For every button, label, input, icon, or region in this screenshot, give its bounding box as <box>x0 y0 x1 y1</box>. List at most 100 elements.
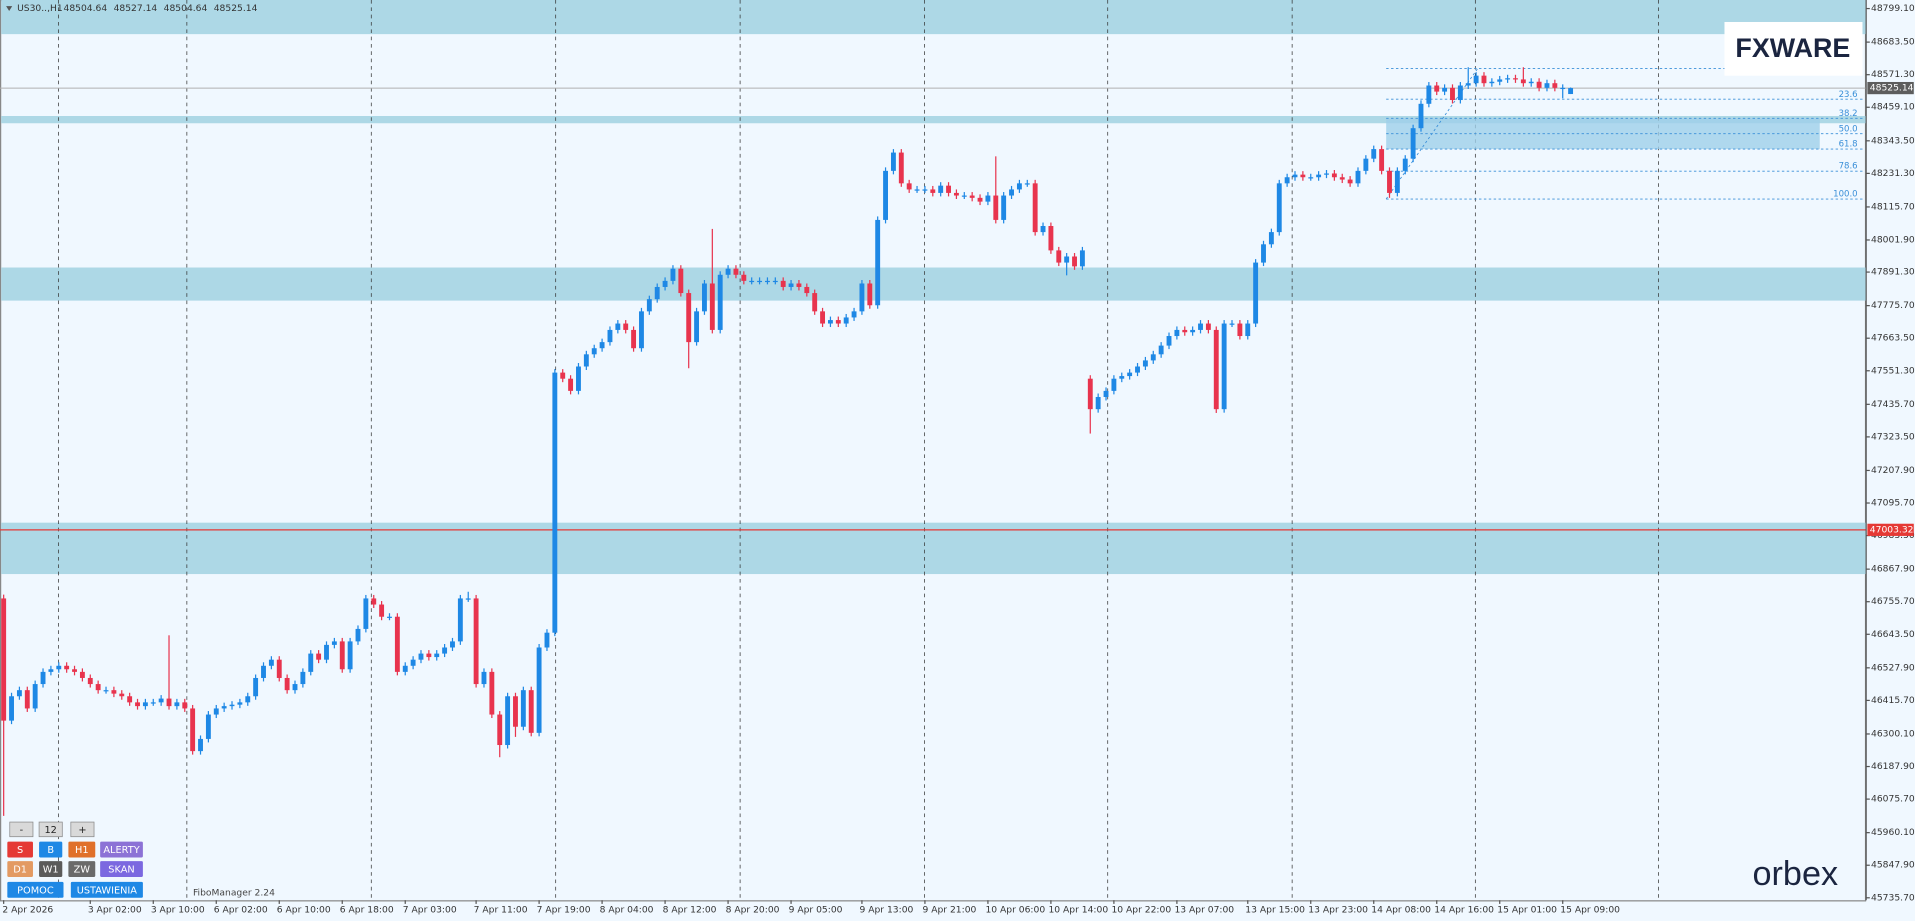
candle-body <box>961 195 967 197</box>
toolbar-label[interactable]: H1 <box>75 845 89 856</box>
toolbar-button[interactable] <box>100 841 143 858</box>
candle-body <box>772 280 778 283</box>
fibo-label: 38.2 <box>1839 109 1858 119</box>
candle-body <box>686 293 692 343</box>
x-tick-label: 6 Apr 18:00 <box>340 905 394 916</box>
y-tick-label: 48799.10 <box>1871 3 1915 14</box>
toolbar-button[interactable] <box>70 881 143 898</box>
menu-arrow[interactable] <box>6 6 13 11</box>
candle-body <box>835 320 841 324</box>
fibo-label: 78.6 <box>1839 162 1858 172</box>
candle-body <box>1237 323 1243 337</box>
candle-body <box>576 366 581 391</box>
candle-body <box>339 641 345 670</box>
candle-body <box>1182 329 1188 333</box>
candle-body <box>221 706 227 709</box>
x-tick-label: 9 Apr 21:00 <box>922 905 976 916</box>
x-tick-label: 13 Apr 07:00 <box>1174 905 1234 916</box>
toolbar-button[interactable] <box>7 861 33 878</box>
toolbar-label[interactable]: ALERTY <box>103 845 139 856</box>
candle-body <box>1489 81 1495 84</box>
zoom-label[interactable]: - <box>20 825 24 836</box>
candle-body <box>450 641 455 648</box>
y-tick-label: 45960.10 <box>1871 827 1915 838</box>
candle-body <box>1095 396 1101 410</box>
candle-body <box>1024 183 1030 185</box>
toolbar-button[interactable] <box>68 861 96 878</box>
candle-body <box>1505 78 1511 80</box>
toolbar-label[interactable]: S <box>17 845 23 856</box>
zoom-label[interactable]: + <box>78 825 86 836</box>
toolbar-label[interactable]: SKAN <box>108 865 134 876</box>
candle-body <box>1331 173 1337 178</box>
fibo-label: 61.8 <box>1839 140 1858 150</box>
x-tick-label: 9 Apr 13:00 <box>859 905 913 916</box>
header-name: US30..,H1 <box>17 3 63 14</box>
candle-body <box>1552 83 1558 88</box>
candle-body <box>198 738 203 752</box>
candle-body <box>410 659 416 666</box>
zoom-button[interactable] <box>9 821 34 838</box>
candle-body <box>1056 250 1062 263</box>
candle-body <box>1001 195 1007 220</box>
y-tick-label: 46755.70 <box>1871 596 1915 607</box>
fibo-label: 50.0 <box>1839 124 1858 134</box>
candle-body <box>1339 177 1345 180</box>
y-tick-label: 46187.90 <box>1871 761 1915 772</box>
toolbar-button[interactable] <box>7 881 64 898</box>
y-tick-label: 46075.70 <box>1871 794 1915 805</box>
toolbar-button[interactable] <box>39 861 63 878</box>
candle-body <box>796 283 802 287</box>
candle-body <box>820 311 826 324</box>
x-tick-label: 8 Apr 12:00 <box>663 905 717 916</box>
toolbar: - 12 + S B H1 ALERTY D1 W1 ZW SKAN POMOC USTAWIENIA <box>7 821 143 898</box>
candle-body <box>591 348 597 355</box>
candle-body <box>520 690 526 727</box>
toolbar-label[interactable]: USTAWIENIA <box>77 885 138 896</box>
candle-body <box>442 647 448 654</box>
candle-body <box>268 659 274 666</box>
candle-body <box>906 183 912 190</box>
x-tick-label: 10 Apr 06:00 <box>985 905 1045 916</box>
candle-body <box>347 641 353 670</box>
candle-body <box>331 641 337 645</box>
zoom-label[interactable]: 12 <box>44 825 56 836</box>
candle-body <box>300 671 306 685</box>
toolbar-label[interactable]: D1 <box>13 865 27 876</box>
toolbar-label[interactable]: B <box>47 845 54 856</box>
candle-body <box>284 677 290 691</box>
candle-body <box>544 632 550 648</box>
toolbar-label[interactable]: ZW <box>74 865 91 876</box>
candle-body <box>1111 378 1117 391</box>
candle-body <box>72 669 77 672</box>
x-tick-label: 7 Apr 11:00 <box>474 905 528 916</box>
toolbar-button[interactable] <box>7 841 33 858</box>
candle-body <box>827 320 833 324</box>
candle-body <box>473 598 479 685</box>
y-tick-label: 45735.70 <box>1871 892 1915 903</box>
zoom-button[interactable] <box>70 821 95 838</box>
fibo: 23.6 38.2 50.0 61.8 78.6 100.0 <box>1385 67 1863 200</box>
toolbar-button[interactable] <box>39 841 63 858</box>
candle-body <box>694 311 700 343</box>
toolbar-button[interactable] <box>68 841 96 858</box>
x-tick-label: 14 Apr 08:00 <box>1371 905 1431 916</box>
toolbar-button[interactable] <box>100 861 143 878</box>
candle-body <box>702 283 707 312</box>
logo-orbex: orbex <box>1753 855 1839 893</box>
toolbar-label[interactable]: W1 <box>43 865 59 876</box>
candle-body <box>583 354 589 367</box>
zoom-button[interactable] <box>38 821 63 838</box>
candle-body <box>1528 81 1534 84</box>
candle-body <box>434 653 440 658</box>
y-tick-label: 47891.30 <box>1871 267 1915 278</box>
y-tick-label: 45847.90 <box>1871 860 1915 871</box>
candle-body <box>639 311 644 349</box>
candle-body <box>1142 360 1148 367</box>
toolbar-label[interactable]: POMOC <box>17 885 54 896</box>
candle-body <box>363 598 369 629</box>
candle-body <box>1355 170 1361 184</box>
candle-body <box>32 684 38 709</box>
candle-body <box>1473 75 1479 84</box>
